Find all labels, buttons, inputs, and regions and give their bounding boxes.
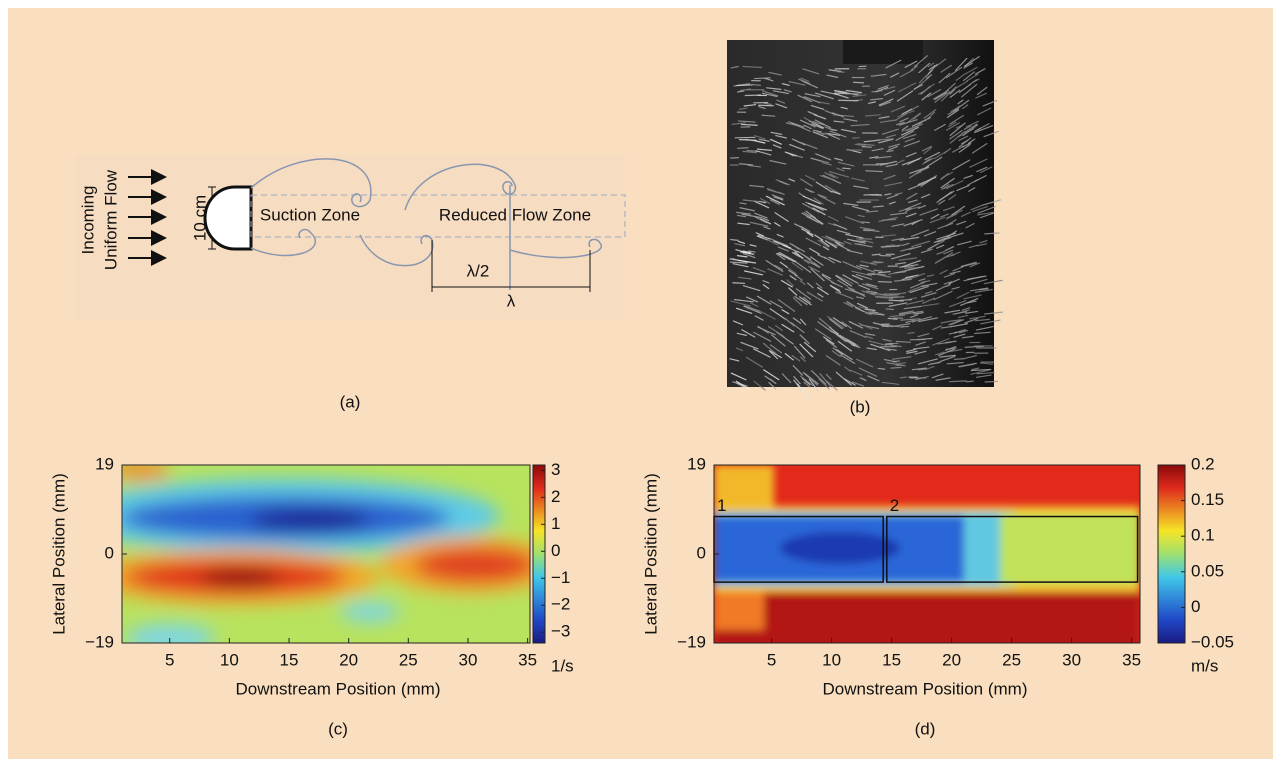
x-tick-label: 30 — [459, 650, 478, 669]
colorbar-tick-label: −1 — [551, 568, 570, 587]
x-tick-label: 35 — [518, 650, 537, 669]
streak — [843, 168, 851, 169]
x-tick-label: 30 — [1062, 650, 1081, 669]
colorbar — [1158, 465, 1185, 643]
streak — [890, 297, 904, 298]
y-tick-label: 19 — [95, 454, 114, 473]
streak — [878, 368, 884, 369]
flow-label: Incoming — [78, 186, 97, 255]
colorbar-tick-label: 0.05 — [1191, 561, 1224, 580]
flow-label: Uniform Flow — [101, 169, 120, 270]
region-label: 2 — [890, 496, 899, 515]
colorbar-tick-label: 0 — [1191, 597, 1200, 616]
heatmap-field — [714, 465, 1140, 652]
streak — [954, 359, 964, 360]
streak — [950, 381, 967, 382]
y-tick-label: −19 — [85, 632, 114, 651]
photo-object — [843, 40, 923, 64]
streak — [872, 254, 880, 255]
caption: (d) — [915, 719, 936, 738]
colorbar-tick-label: 0.15 — [1191, 490, 1224, 509]
colorbar-tick-label: −2 — [551, 595, 570, 614]
streak — [869, 312, 878, 313]
colorbar-tick-label: 3 — [551, 460, 560, 479]
caption: (b) — [850, 397, 871, 416]
colorbar-tick-label: 0 — [551, 541, 560, 560]
x-axis-label: Downstream Position (mm) — [236, 679, 441, 698]
y-tick-label: 0 — [105, 543, 114, 562]
x-tick-label: 10 — [220, 650, 239, 669]
colorbar-unit: m/s — [1191, 656, 1218, 675]
colorbar-tick-label: 0.2 — [1191, 454, 1215, 473]
zone-label: Suction Zone — [260, 205, 360, 224]
y-axis-label: Lateral Position (mm) — [641, 473, 660, 635]
streak — [753, 85, 761, 86]
streak — [741, 124, 757, 125]
x-tick-label: 5 — [767, 650, 776, 669]
streak — [737, 85, 752, 86]
streak — [900, 377, 906, 378]
streak — [862, 147, 871, 148]
streak — [755, 78, 770, 79]
caption: (a) — [340, 392, 361, 411]
region-label: 1 — [717, 496, 726, 515]
x-tick-label: 25 — [399, 650, 418, 669]
y-tick-label: 19 — [687, 454, 706, 473]
y-tick-label: −19 — [677, 632, 706, 651]
x-tick-label: 25 — [1002, 650, 1021, 669]
streak — [886, 245, 894, 246]
half-wavelength: λ/2 — [467, 261, 490, 280]
colorbar-tick-label: −0.05 — [1191, 632, 1234, 651]
x-tick-label: 20 — [339, 650, 358, 669]
panel-background — [8, 8, 1273, 759]
streak — [835, 93, 849, 94]
zone-label: Reduced Flow Zone — [439, 205, 591, 224]
streak — [886, 309, 893, 310]
colorbar-unit: 1/s — [551, 656, 574, 675]
x-tick-label: 35 — [1122, 650, 1141, 669]
streak — [870, 195, 882, 196]
x-tick-label: 5 — [165, 650, 174, 669]
streak — [738, 148, 748, 149]
colorbar-tick-label: 0.1 — [1191, 526, 1215, 545]
caption: (c) — [328, 719, 348, 738]
colorbar-tick-label: −3 — [551, 622, 570, 641]
y-tick-label: 0 — [697, 543, 706, 562]
colorbar-tick-label: 2 — [551, 487, 560, 506]
heatmap-field — [70, 460, 560, 652]
streak — [854, 82, 864, 83]
streak — [860, 238, 872, 239]
streak — [891, 367, 901, 368]
streak — [873, 206, 883, 207]
y-axis-label: Lateral Position (mm) — [49, 473, 68, 635]
streak — [985, 381, 997, 382]
streak — [839, 100, 858, 101]
half-cylinder — [205, 187, 251, 249]
streak — [733, 283, 745, 284]
streak — [759, 105, 774, 106]
x-tick-label: 20 — [942, 650, 961, 669]
x-axis-label: Downstream Position (mm) — [823, 679, 1028, 698]
streak — [731, 240, 738, 241]
streak — [900, 300, 912, 301]
streak — [740, 140, 756, 141]
wavelength: λ — [507, 291, 516, 310]
streak — [855, 244, 862, 245]
streak — [908, 333, 914, 334]
x-tick-label: 10 — [822, 650, 841, 669]
x-tick-label: 15 — [280, 650, 299, 669]
flow-photo: (b) — [727, 40, 1002, 416]
colorbar-tick-label: 1 — [551, 514, 560, 533]
x-tick-label: 15 — [882, 650, 901, 669]
colorbar — [533, 465, 545, 643]
